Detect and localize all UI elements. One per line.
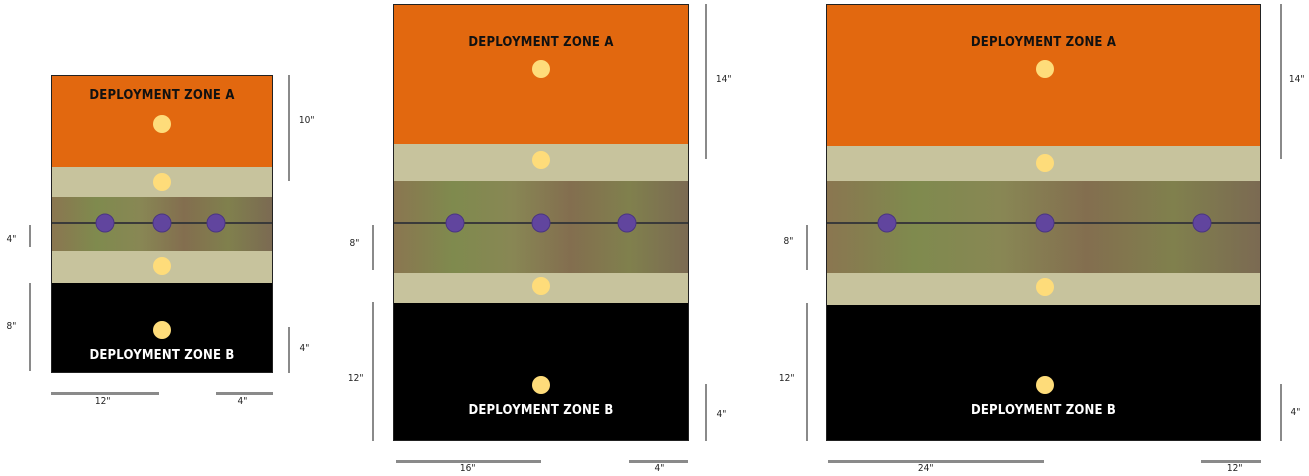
objective-marker <box>153 173 171 191</box>
objective-marker <box>532 60 550 78</box>
objective-marker-purple <box>877 213 897 233</box>
measure-line <box>29 283 31 371</box>
measure-line <box>705 4 707 159</box>
measure-label: 8" <box>783 236 794 247</box>
objective-marker-purple <box>152 213 172 233</box>
map-medium: DEPLOYMENT ZONE A DEPLOYMENT ZONE B <box>393 4 689 441</box>
zone-b-title: DEPLOYMENT ZONE B <box>468 403 614 418</box>
measure-line <box>288 75 290 181</box>
measure-label: 4" <box>654 463 665 474</box>
objective-marker <box>1036 60 1054 78</box>
zone-b-title: DEPLOYMENT ZONE B <box>970 403 1117 418</box>
measure-line <box>216 392 273 395</box>
map-large: DEPLOYMENT ZONE A DEPLOYMENT ZONE B <box>826 4 1261 441</box>
measure-line <box>288 327 290 373</box>
objective-marker-purple <box>531 213 551 233</box>
measure-label: 16" <box>459 463 476 474</box>
zone-a-title: DEPLOYMENT ZONE A <box>89 88 235 103</box>
objective-marker <box>1036 278 1054 296</box>
deployment-zone-a: DEPLOYMENT ZONE A <box>52 76 272 167</box>
objective-marker-purple <box>445 213 465 233</box>
measure-label: 8" <box>349 238 360 249</box>
measure-line <box>705 384 707 441</box>
measure-label: 4" <box>716 409 727 420</box>
objective-marker-purple <box>1192 213 1212 233</box>
objective-marker <box>153 115 171 133</box>
measure-label: 12" <box>347 373 364 384</box>
objective-marker <box>153 321 171 339</box>
measure-line <box>372 225 374 270</box>
objective-marker-purple <box>617 213 637 233</box>
objective-marker <box>532 151 550 169</box>
deployment-zone-b: DEPLOYMENT ZONE B <box>52 283 272 372</box>
objective-marker <box>1036 154 1054 172</box>
deployment-zone-b: DEPLOYMENT ZONE B <box>827 305 1260 440</box>
measure-label: 4" <box>6 234 17 245</box>
measure-label: 4" <box>237 396 248 407</box>
zone-a-title: DEPLOYMENT ZONE A <box>970 35 1117 50</box>
measure-label: 24" <box>917 463 934 474</box>
zone-a-title: DEPLOYMENT ZONE A <box>468 35 614 50</box>
measure-label: 12" <box>94 396 111 407</box>
measure-line <box>1201 460 1261 463</box>
measure-label: 4" <box>299 343 310 354</box>
objective-marker-purple <box>1035 213 1055 233</box>
measure-label: 4" <box>1290 407 1301 418</box>
objective-marker-purple <box>206 213 226 233</box>
measure-line <box>372 302 374 441</box>
objective-marker <box>532 376 550 394</box>
objective-marker-purple <box>95 213 115 233</box>
zone-b-title: DEPLOYMENT ZONE B <box>89 348 235 363</box>
measure-label: 10" <box>298 115 315 126</box>
measure-label: 8" <box>6 321 17 332</box>
measure-line <box>51 392 159 395</box>
measure-label: 12" <box>1226 463 1243 474</box>
objective-marker <box>1036 376 1054 394</box>
measure-line <box>806 225 808 270</box>
measure-line <box>806 303 808 441</box>
measure-line <box>29 225 31 247</box>
measure-line <box>1280 4 1282 159</box>
measure-label: 14" <box>715 74 732 85</box>
measure-label: 12" <box>778 373 795 384</box>
objective-marker <box>532 277 550 295</box>
measure-line <box>629 460 688 463</box>
measure-line <box>1280 384 1282 441</box>
measure-label: 14" <box>1288 74 1305 85</box>
objective-marker <box>153 257 171 275</box>
deployment-zone-b: DEPLOYMENT ZONE B <box>394 303 688 440</box>
measure-line <box>396 460 541 463</box>
map-small: DEPLOYMENT ZONE A DEPLOYMENT ZONE B <box>51 75 273 373</box>
measure-line <box>828 460 1044 463</box>
